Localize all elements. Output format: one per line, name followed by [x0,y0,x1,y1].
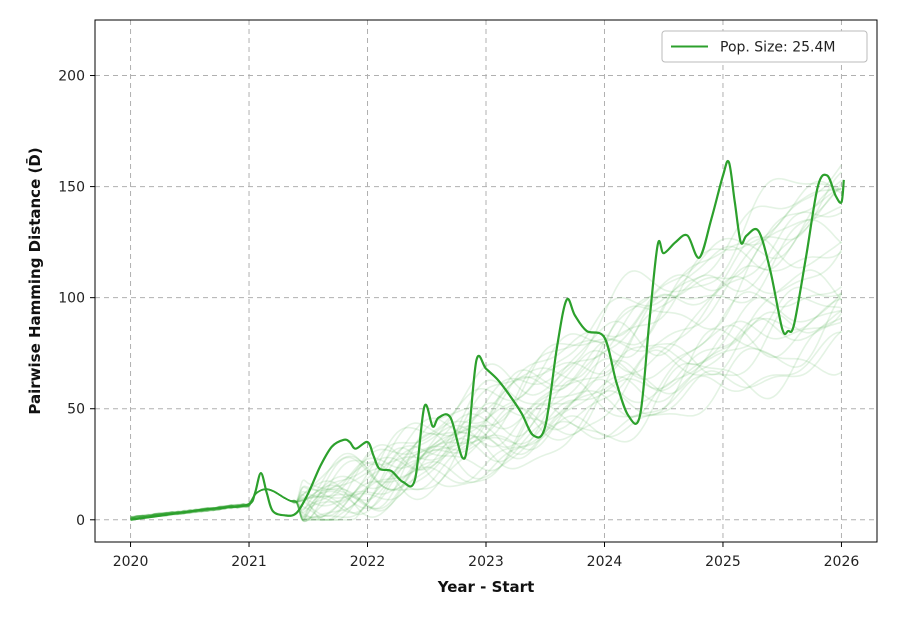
legend-box [661,30,868,63]
background-run [130,211,842,521]
y-axis: 0 50 100 150 200 [58,69,95,529]
background-run [130,187,842,522]
legend: Pop. Size: 25.4M [661,30,868,63]
background-run [130,251,842,520]
x-tick-label: 2020 [113,554,149,570]
x-tick-label: 2023 [468,554,504,570]
y-axis-title: Pairwise Hamming Distance (D̄) [24,147,44,414]
background-run [130,317,842,522]
grid [95,20,877,542]
y-tick-label: 50 [67,402,85,418]
series-line [130,159,845,521]
background-run [130,205,842,523]
x-tick-label: 2026 [824,554,860,570]
main-series [130,159,845,521]
x-tick-label: 2025 [705,554,741,570]
x-axis-title: Year - Start [437,578,535,596]
legend-label: Pop. Size: 25.4M [720,40,835,56]
x-tick-label: 2024 [587,554,623,570]
x-tick-label: 2021 [231,554,267,570]
background-run [130,235,842,519]
y-tick-label: 150 [58,180,85,196]
x-axis: 2020 2021 2022 2023 2024 2025 2026 [113,542,860,570]
x-tick-label: 2022 [350,554,386,570]
background-run [130,218,843,518]
y-tick-label: 0 [76,513,85,529]
y-tick-label: 100 [58,291,85,307]
y-tick-label: 200 [58,69,85,85]
background-run [130,296,842,520]
background-run [130,291,843,519]
